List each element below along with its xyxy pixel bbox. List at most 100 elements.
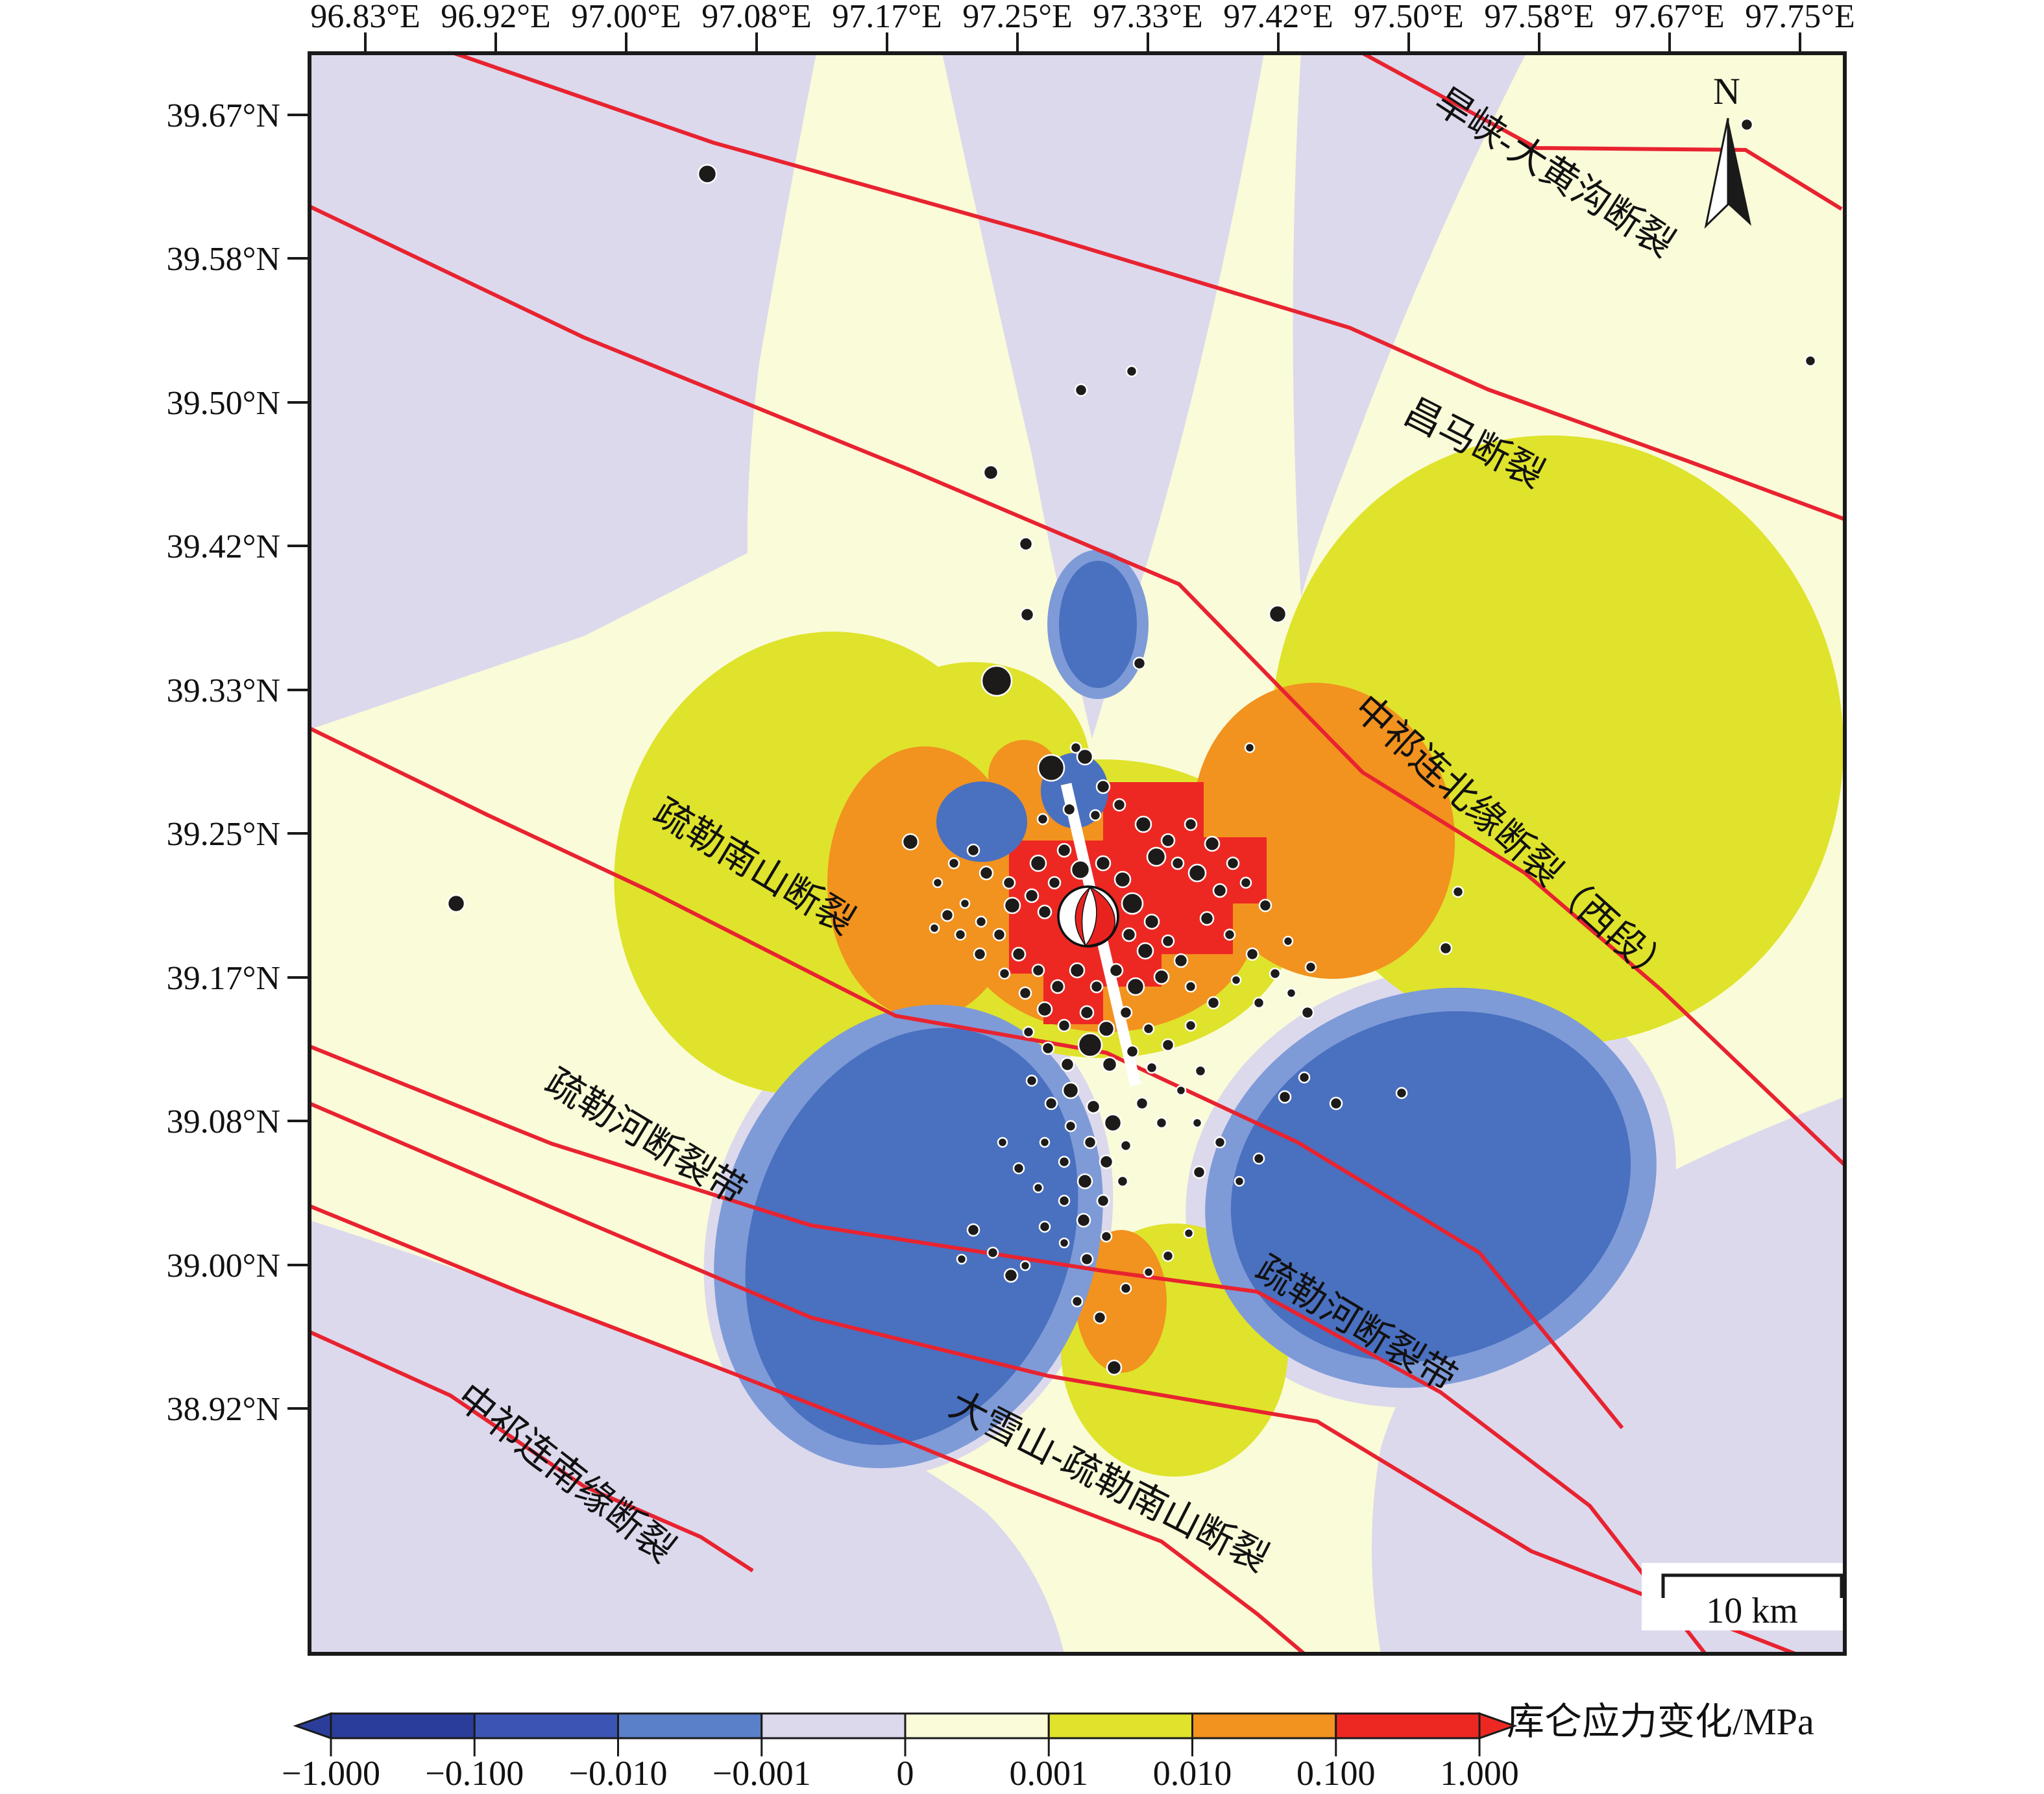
earthquake-dot — [1077, 1032, 1103, 1058]
earthquake-dot — [1018, 536, 1034, 552]
fault-line-shulenanshan — [310, 726, 1624, 1429]
earthquake-dot — [1058, 1237, 1070, 1249]
earthquake-dot — [1036, 1001, 1053, 1018]
earthquake-dot — [1184, 817, 1198, 831]
fault-line-shulehe-strand1 — [310, 1044, 1707, 1654]
lat-tick-label: 39.17°N — [167, 960, 280, 997]
earthquake-dot — [1037, 904, 1052, 920]
lat-tick-label: 39.25°N — [167, 816, 280, 853]
lon-tick-label: 96.83°E — [310, 0, 420, 35]
earthquake-dot — [1230, 974, 1242, 986]
earthquake-dot — [1252, 1152, 1265, 1165]
earthquake-dot — [1226, 856, 1240, 870]
earthquake-dot — [1119, 1005, 1133, 1020]
earthquake-dot — [956, 1253, 967, 1265]
earthquake-dot — [1069, 962, 1086, 979]
focal-mechanism-beachball — [1057, 885, 1119, 948]
earthquake-dot — [979, 865, 994, 881]
earthquake-dot — [1038, 1220, 1051, 1233]
earthquake-dot — [1113, 870, 1132, 889]
earthquake-dot — [1199, 911, 1215, 926]
earthquake-dot — [1031, 963, 1045, 977]
earthquake-dot — [1037, 754, 1065, 782]
earthquake-dot — [1058, 1155, 1071, 1168]
fault-line-hanxia-dahuanggou — [1361, 53, 1843, 211]
earthquake-dot — [966, 843, 980, 857]
stress-region-blue-w-patch1 — [936, 781, 1027, 862]
earthquake-dot — [1187, 863, 1207, 883]
earthquake-dot — [1206, 996, 1221, 1010]
earthquake-dot — [1136, 942, 1154, 960]
colorbar-segment — [760, 1712, 906, 1739]
lat-tick-label: 39.67°N — [167, 97, 280, 134]
earthquake-dot — [1119, 1282, 1132, 1295]
earthquake-dot — [1212, 883, 1228, 898]
lon-tick-label: 97.50°E — [1354, 0, 1464, 35]
earthquake-dot — [1269, 967, 1282, 980]
earthquake-dot — [1175, 1085, 1187, 1096]
axis-ticks-and-labels: 96.83°E 96.92°E 97.00°E 97.08°E 97.17°E 97.25… — [167, 0, 1855, 1428]
fault-line-changma — [454, 53, 1845, 521]
earthquake-dot — [1161, 1038, 1175, 1052]
earthquake-dot — [1146, 846, 1167, 867]
earthquake-dot — [1024, 888, 1040, 903]
lon-tick-label: 97.42°E — [1223, 0, 1333, 35]
earthquake-dot — [1050, 979, 1065, 994]
earthquake-dot — [1213, 1136, 1226, 1149]
earthquake-dot — [1204, 835, 1221, 852]
earthquake-dot — [1223, 928, 1236, 941]
earthquake-dot — [1143, 1266, 1154, 1278]
earthquake-dot — [1029, 854, 1047, 872]
earthquake-dot — [1099, 1154, 1114, 1170]
earthquake-dot — [1080, 1252, 1094, 1266]
earthquake-dot — [1047, 876, 1062, 890]
earthquake-dot — [1194, 1064, 1207, 1077]
lat-tick-label: 39.00°N — [167, 1247, 280, 1284]
north-arrow-right-half — [1728, 118, 1751, 226]
earthquake-dot — [1086, 1099, 1101, 1114]
colorbar-tick-label: −1.000 — [282, 1754, 380, 1793]
earthquake-dot — [975, 915, 988, 928]
stress-region-orange-s-patch — [1076, 1230, 1167, 1373]
earthquake-dot — [1119, 1139, 1132, 1152]
earthquake-dot — [1282, 935, 1294, 947]
earthquake-dot — [1056, 842, 1072, 858]
earthquake-dot — [1003, 1268, 1019, 1283]
earthquake-dot — [1089, 979, 1104, 994]
lat-tick-label: 39.50°N — [167, 385, 280, 422]
stress-region-lavender-bottom-right — [1372, 1097, 1845, 1654]
lon-tick-label: 97.08°E — [701, 0, 812, 35]
colorbar-segment — [1191, 1712, 1337, 1739]
colorbar-left-arrow — [293, 1712, 332, 1740]
lat-tick-label: 39.42°N — [167, 528, 280, 565]
stress-region-blue-se-lobe — [1230, 1011, 1631, 1362]
earthquake-dot — [1093, 1310, 1107, 1325]
earthquake-dot — [1071, 1295, 1084, 1308]
stress-change-regions — [310, 53, 1845, 1654]
earthquake-dot — [1395, 1087, 1408, 1100]
earthquake-dot — [1022, 1026, 1035, 1038]
earthquake-dot — [1452, 885, 1465, 898]
earthquake-dot — [1079, 1005, 1095, 1020]
earthquake-dot — [1058, 1194, 1071, 1207]
earthquake-dot — [1162, 1249, 1174, 1262]
earthquake-dot — [1134, 815, 1152, 833]
fault-lines — [310, 53, 1845, 1654]
earthquake-dot — [947, 857, 960, 870]
colorbar-tick-label: 0 — [897, 1754, 914, 1793]
stress-region-blue-n-blob — [1059, 561, 1137, 688]
earthquake-dot — [1060, 1057, 1075, 1072]
earthquake-dot — [1145, 1061, 1158, 1074]
earthquake-dot — [1184, 1019, 1197, 1032]
earthquake-dot — [980, 665, 1013, 697]
earthquake-dot — [1095, 779, 1111, 794]
lon-tick-label: 96.92°E — [441, 0, 551, 35]
colorbar-tick-label: 0.100 — [1296, 1754, 1376, 1793]
earthquake-dot — [1097, 1020, 1115, 1038]
fault-line-daxueshan-shulenanshan — [310, 1204, 1306, 1654]
north-arrow-label: N — [1713, 70, 1740, 112]
earthquake-dot — [1239, 876, 1252, 889]
earthquake-dot — [1044, 1096, 1058, 1111]
